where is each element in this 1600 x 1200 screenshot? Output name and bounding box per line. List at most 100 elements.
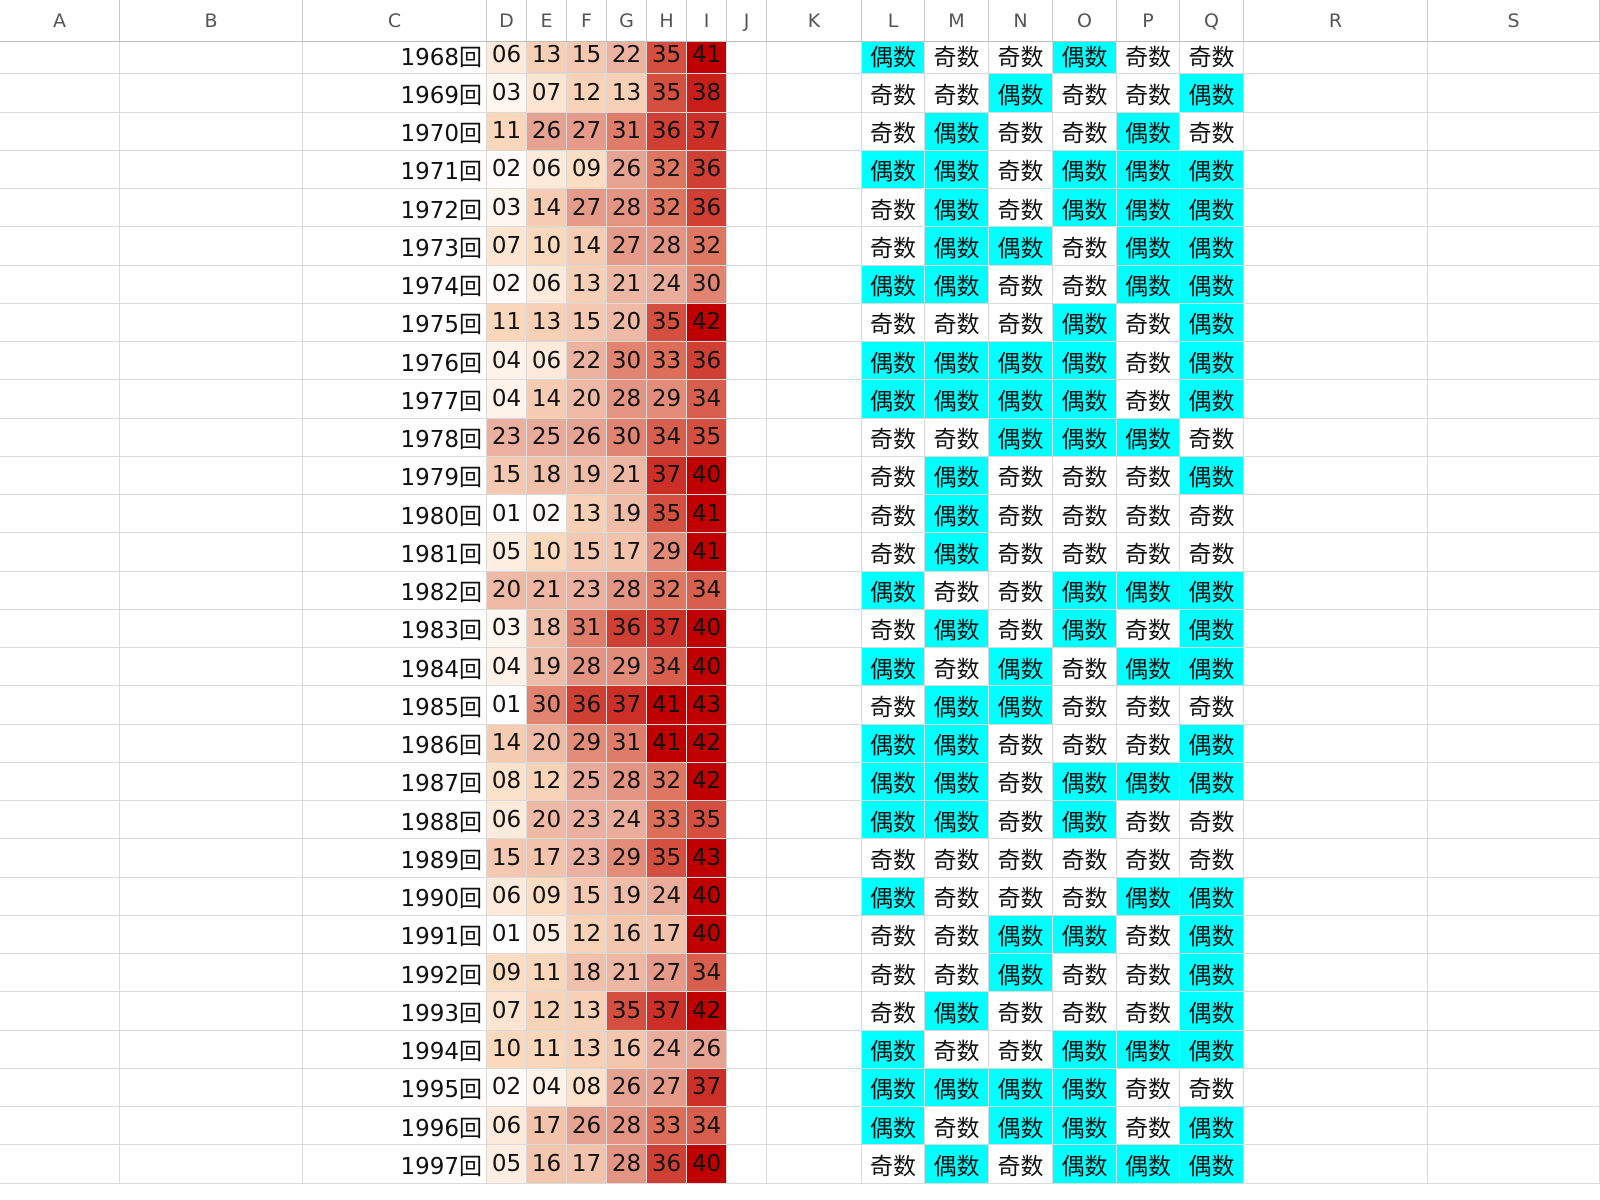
cell-b[interactable] [120, 1107, 303, 1146]
parity-cell[interactable]: 奇数 [1053, 877, 1117, 916]
cell-a[interactable] [0, 992, 120, 1031]
parity-cell[interactable]: 偶数 [862, 1030, 925, 1069]
draw-label-cell[interactable]: 1983回 [303, 609, 487, 648]
number-cell[interactable]: 01 [487, 495, 527, 534]
cell-b[interactable] [120, 533, 303, 572]
column-header-f[interactable]: F [567, 0, 607, 42]
cell-b[interactable] [120, 915, 303, 954]
parity-cell[interactable]: 偶数 [1180, 456, 1244, 495]
cell-j[interactable] [727, 686, 767, 725]
parity-cell[interactable]: 偶数 [1180, 265, 1244, 304]
cell-s[interactable] [1428, 915, 1600, 954]
cell-k[interactable] [767, 533, 862, 572]
cell-r[interactable] [1244, 342, 1428, 381]
cell-j[interactable] [727, 342, 767, 381]
parity-cell[interactable]: 偶数 [1053, 801, 1117, 840]
cell-r[interactable] [1244, 380, 1428, 419]
number-cell[interactable]: 34 [687, 1107, 727, 1146]
number-cell[interactable]: 13 [527, 303, 567, 342]
number-cell[interactable]: 04 [527, 1068, 567, 1107]
number-cell[interactable]: 37 [687, 112, 727, 151]
cell-r[interactable] [1244, 303, 1428, 342]
cell-j[interactable] [727, 839, 767, 878]
parity-cell[interactable]: 奇数 [862, 189, 925, 228]
number-cell[interactable]: 19 [567, 456, 607, 495]
number-cell[interactable]: 36 [647, 112, 687, 151]
number-cell[interactable]: 32 [647, 571, 687, 610]
cell-b[interactable] [120, 954, 303, 993]
cell-k[interactable] [767, 571, 862, 610]
cell-k[interactable] [767, 380, 862, 419]
number-cell[interactable]: 06 [487, 877, 527, 916]
parity-cell[interactable]: 奇数 [1180, 686, 1244, 725]
parity-cell[interactable]: 奇数 [925, 648, 989, 687]
cell-b[interactable] [120, 571, 303, 610]
cell-r[interactable] [1244, 533, 1428, 572]
parity-cell[interactable]: 奇数 [862, 456, 925, 495]
cell-r[interactable] [1244, 839, 1428, 878]
parity-cell[interactable]: 奇数 [862, 495, 925, 534]
cell-k[interactable] [767, 1068, 862, 1107]
parity-cell[interactable]: 偶数 [1117, 112, 1180, 151]
cell-s[interactable] [1428, 418, 1600, 457]
cell-b[interactable] [120, 801, 303, 840]
number-cell[interactable]: 21 [607, 456, 647, 495]
number-cell[interactable]: 17 [567, 1145, 607, 1184]
parity-cell[interactable]: 奇数 [1117, 495, 1180, 534]
number-cell[interactable]: 18 [567, 954, 607, 993]
number-cell[interactable]: 15 [567, 36, 607, 75]
number-cell[interactable]: 21 [607, 265, 647, 304]
number-cell[interactable]: 20 [527, 801, 567, 840]
parity-cell[interactable]: 偶数 [1117, 227, 1180, 266]
number-cell[interactable]: 08 [487, 762, 527, 801]
cell-r[interactable] [1244, 227, 1428, 266]
column-header-g[interactable]: G [607, 0, 647, 42]
parity-cell[interactable]: 奇数 [1117, 915, 1180, 954]
cell-a[interactable] [0, 877, 120, 916]
parity-cell[interactable]: 偶数 [925, 227, 989, 266]
number-cell[interactable]: 17 [527, 1107, 567, 1146]
cell-r[interactable] [1244, 686, 1428, 725]
number-cell[interactable]: 29 [647, 380, 687, 419]
parity-cell[interactable]: 奇数 [1117, 74, 1180, 113]
parity-cell[interactable]: 偶数 [1180, 74, 1244, 113]
number-cell[interactable]: 17 [647, 915, 687, 954]
number-cell[interactable]: 37 [647, 456, 687, 495]
cell-a[interactable] [0, 36, 120, 75]
cell-a[interactable] [0, 189, 120, 228]
cell-b[interactable] [120, 303, 303, 342]
draw-label-cell[interactable]: 1970回 [303, 112, 487, 151]
cell-k[interactable] [767, 189, 862, 228]
number-cell[interactable]: 26 [607, 1068, 647, 1107]
number-cell[interactable]: 16 [607, 1030, 647, 1069]
parity-cell[interactable]: 奇数 [989, 762, 1053, 801]
cell-s[interactable] [1428, 1030, 1600, 1069]
parity-cell[interactable]: 偶数 [1117, 1145, 1180, 1184]
cell-a[interactable] [0, 571, 120, 610]
number-cell[interactable]: 40 [687, 877, 727, 916]
cell-a[interactable] [0, 150, 120, 189]
cell-a[interactable] [0, 1107, 120, 1146]
cell-b[interactable] [120, 150, 303, 189]
parity-cell[interactable]: 奇数 [989, 571, 1053, 610]
number-cell[interactable]: 11 [527, 1030, 567, 1069]
cell-a[interactable] [0, 495, 120, 534]
cell-r[interactable] [1244, 1030, 1428, 1069]
parity-cell[interactable]: 奇数 [1117, 724, 1180, 763]
parity-cell[interactable]: 奇数 [1117, 1068, 1180, 1107]
number-cell[interactable]: 09 [567, 150, 607, 189]
parity-cell[interactable]: 奇数 [925, 954, 989, 993]
number-cell[interactable]: 16 [527, 1145, 567, 1184]
number-cell[interactable]: 26 [607, 150, 647, 189]
parity-cell[interactable]: 偶数 [989, 1107, 1053, 1146]
cell-s[interactable] [1428, 1107, 1600, 1146]
parity-cell[interactable]: 奇数 [1053, 495, 1117, 534]
number-cell[interactable]: 43 [687, 686, 727, 725]
cell-a[interactable] [0, 762, 120, 801]
cell-k[interactable] [767, 495, 862, 534]
cell-s[interactable] [1428, 1068, 1600, 1107]
cell-b[interactable] [120, 1145, 303, 1184]
parity-cell[interactable]: 偶数 [1053, 915, 1117, 954]
cell-k[interactable] [767, 456, 862, 495]
